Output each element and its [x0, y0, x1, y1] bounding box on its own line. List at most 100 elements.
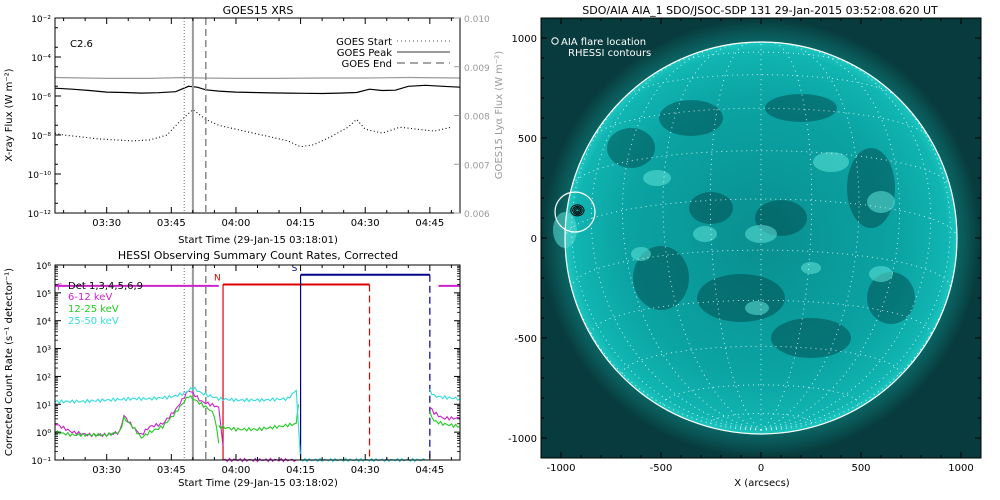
goes-xtick-label: 04:45: [415, 218, 444, 229]
coronal-hole-8: [867, 272, 915, 324]
goes-xtick-label: 03:30: [92, 218, 121, 229]
aia-legend: AIA flare location RHESSI contours: [551, 37, 651, 59]
legend-detectors: Det 1,3,4,5,6,9: [68, 281, 143, 292]
goes-y-axis-label: X-ray Flux (W m⁻²): [4, 68, 15, 161]
coronal-hole-2: [697, 274, 785, 322]
aia-ytick-label: 1000: [512, 34, 537, 45]
rhessi-contours: [570, 204, 585, 217]
active-region-4: [867, 191, 895, 213]
legend-flare-location: AIA flare location: [561, 37, 646, 48]
active-region-1: [813, 152, 849, 172]
solar-limb: [564, 41, 958, 435]
grid-latitude: [592, 107, 930, 138]
goes-data-lines: [54, 76, 461, 148]
coronal-hole-5: [847, 148, 895, 228]
coronal-hole-9: [607, 128, 655, 168]
active-region-0: [643, 170, 671, 186]
goes-ytick-label: 10⁻¹⁰: [28, 171, 52, 181]
hessi-xtick-label: 04:15: [286, 465, 315, 476]
hessi-flag-bars: F N S: [55, 264, 460, 460]
legend-rhessi-contours: RHESSI contours: [568, 48, 651, 59]
legend-6-12-kev: 6-12 keV: [68, 292, 112, 303]
hessi-title: HESSI Observing Summary Count Rates, Cor…: [118, 249, 398, 262]
legend-12-25-kev: 12-25 keV: [68, 304, 119, 315]
goes-ytick-right-label: 0.006: [464, 210, 490, 220]
grid-longitude: [621, 46, 762, 431]
hessi-series-12-25-kev-4: [218, 404, 299, 432]
hessi-ytick-label: 10⁵: [36, 290, 51, 300]
hessi-xtick-label: 04:30: [351, 465, 380, 476]
goes-ytick-right-label: 0.007: [464, 161, 490, 171]
grid-longitude: [760, 46, 901, 431]
active-region-7: [745, 301, 769, 315]
grid-longitude: [760, 54, 932, 431]
goes-legend: GOES Start GOES Peak GOES End: [336, 37, 450, 70]
rhessi-contour-2: [573, 207, 582, 214]
coronal-hole-4: [633, 246, 689, 310]
grid-longitude: [760, 41, 813, 431]
hessi-xtick-label: 04:00: [222, 465, 251, 476]
goes-ytick-right-label: 0.009: [464, 64, 490, 74]
aia-xtick-label: 0: [758, 463, 764, 474]
goes-right-y-ticks: 0.006 0.007 0.008 0.009 0.010: [454, 15, 490, 220]
goes-xtick-label: 04:30: [351, 218, 380, 229]
aia-xtick-label: -500: [650, 463, 673, 474]
solar-features: [553, 94, 915, 358]
aia-x-axis-label: X (arcsecs): [734, 478, 790, 489]
aia-title: SDO/AIA AIA_1 SDO/JSOC-SDP 131 29-Jan-20…: [582, 4, 938, 17]
goes-xtick-label: 04:15: [286, 218, 315, 229]
hessi-xtick-label: 03:30: [92, 465, 121, 476]
hessi-y-axis-label: Corrected Count Rate (s⁻¹ detector⁻¹): [4, 268, 15, 456]
goes-series-0: [54, 84, 461, 95]
legend-goes-end-label: GOES End: [342, 59, 392, 70]
rhessi-contour-1: [572, 205, 583, 215]
hessi-data-lines: [54, 386, 461, 463]
grid-latitude: [621, 345, 901, 374]
goes-ytick-label: 10⁻⁸: [31, 132, 51, 142]
goes-class-label: C2.6: [70, 39, 93, 50]
hessi-ytick-label: 10⁶: [36, 262, 51, 272]
legend-goes-start-label: GOES Start: [336, 37, 392, 48]
goes-title: GOES15 XRS: [223, 4, 294, 17]
flag-label-s: S: [292, 264, 298, 274]
aia-image: [541, 18, 981, 458]
active-region-3: [693, 226, 717, 242]
hessi-x-axis-label: Start Time (29-Jan-15 03:18:02): [178, 478, 338, 489]
goes-y-ticks: 10⁻¹² 10⁻¹⁰ 10⁻⁸ 10⁻⁶ 10⁻⁴ 10⁻²: [28, 15, 61, 220]
goes-series-2: [54, 76, 461, 80]
hessi-legend: Det 1,3,4,5,6,9 6-12 keV 12-25 keV 25-50…: [68, 281, 143, 327]
aia-ytick-label: 0: [531, 234, 537, 245]
hessi-ytick-label: 10¹: [36, 401, 51, 411]
aia-ytick-label: -1000: [508, 434, 537, 445]
hessi-series-25-50-kev-6: [54, 386, 302, 461]
legend-25-50-kev: 25-50 keV: [68, 316, 119, 327]
aia-ytick-label: 500: [518, 134, 537, 145]
goes-ytick-label: 10⁻⁴: [31, 54, 51, 64]
rhessi-contour-3: [575, 208, 580, 213]
goes-x-ticks: 03:30 03:45 04:00 04:15 04:30 04:45: [63, 18, 452, 229]
hessi-series-25-50-kev-8: [429, 388, 461, 401]
goes-right-y-axis-label: GOES15 Lyα Flux (W m⁻²): [494, 51, 505, 179]
hessi-x-ticks: 03:30 03:45 04:00 04:15 04:30 04:45: [63, 265, 452, 476]
hessi-y-ticks: 10⁻¹ 10⁰ 10¹ 10² 10³ 10⁴ 10⁵ 10⁶: [31, 262, 460, 467]
legend-goes-peak-label: GOES Peak: [337, 48, 392, 59]
goes-event-lines: [183, 18, 207, 213]
aia-solar-map-panel: SDO/AIA AIA_1 SDO/JSOC-SDP 131 29-Jan-20…: [508, 4, 982, 489]
goes-ytick-right-label: 0.008: [464, 113, 490, 123]
flag-label-n: N: [214, 274, 221, 284]
aia-flare-location-circle: [554, 191, 596, 233]
active-region-6: [631, 247, 651, 261]
coronal-hole-3: [771, 318, 851, 358]
hessi-count-rate-panel: HESSI Observing Summary Count Rates, Cor…: [4, 249, 461, 489]
legend-flare-location-marker: [551, 37, 559, 45]
active-region-8: [801, 262, 821, 274]
hessi-xtick-label: 04:45: [415, 465, 444, 476]
coronal-hole-0: [659, 100, 723, 136]
grid-longitude: [590, 54, 762, 431]
hessi-ytick-label: 10⁻¹: [31, 457, 51, 467]
goes-ytick-label: 10⁻⁶: [31, 93, 51, 103]
hessi-xtick-label: 03:45: [157, 465, 186, 476]
coronal-hole-6: [689, 192, 733, 224]
aia-xtick-label: 1000: [948, 463, 973, 474]
